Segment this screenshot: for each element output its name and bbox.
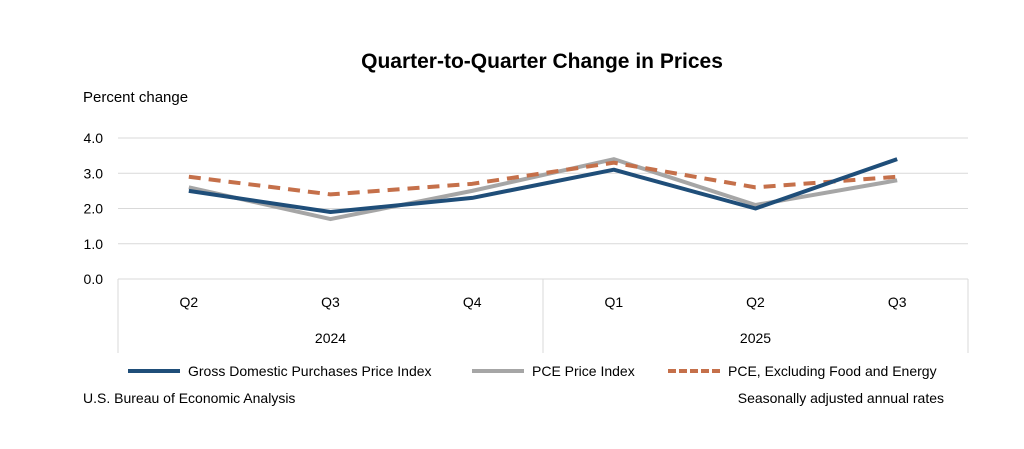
x-tick-label: Q1 bbox=[604, 294, 623, 310]
y-tick-label: 3.0 bbox=[84, 165, 104, 181]
legend-item-pce: PCE Price Index bbox=[472, 363, 635, 379]
series-line-0 bbox=[188, 157, 898, 215]
year-label: 2024 bbox=[315, 330, 346, 346]
y-tick-label: 0.0 bbox=[84, 271, 104, 287]
legend-item-gdp-purchases: Gross Domestic Purchases Price Index bbox=[128, 363, 432, 379]
x-tick-label: Q3 bbox=[888, 294, 907, 310]
legend-item-pce-core: PCE, Excluding Food and Energy bbox=[668, 363, 937, 379]
legend-label-pce-core: PCE, Excluding Food and Energy bbox=[728, 363, 937, 379]
series-line-2 bbox=[188, 160, 898, 197]
x-tick-label: Q2 bbox=[746, 294, 765, 310]
year-label: 2025 bbox=[740, 330, 771, 346]
grid-lines: 0.0 1.0 2.0 3.0 4.0 bbox=[84, 130, 968, 287]
y-tick-label: 1.0 bbox=[84, 236, 104, 252]
legend-label-gdp-purchases: Gross Domestic Purchases Price Index bbox=[188, 363, 432, 379]
x-tick-label: Q4 bbox=[463, 294, 482, 310]
legend-swatch-gdp-purchases bbox=[128, 369, 180, 373]
footer-source: U.S. Bureau of Economic Analysis bbox=[83, 390, 296, 406]
footer-note: Seasonally adjusted annual rates bbox=[737, 390, 944, 406]
y-axis-label: Percent change bbox=[83, 89, 189, 106]
y-tick-label: 4.0 bbox=[84, 130, 104, 146]
legend-label-pce: PCE Price Index bbox=[532, 363, 635, 379]
legend-swatch-pce bbox=[472, 369, 524, 373]
x-tick-label: Q2 bbox=[179, 294, 198, 310]
chart-title: Quarter-to-Quarter Change in Prices bbox=[361, 50, 723, 73]
x-axis: 2024 2025 Q2 Q3 Q4 Q1 Q2 Q3 bbox=[117, 279, 969, 353]
legend-swatch-pce-core bbox=[668, 369, 720, 373]
series-lines bbox=[188, 157, 898, 222]
x-tick-label: Q3 bbox=[321, 294, 340, 310]
y-tick-label: 2.0 bbox=[84, 201, 104, 217]
